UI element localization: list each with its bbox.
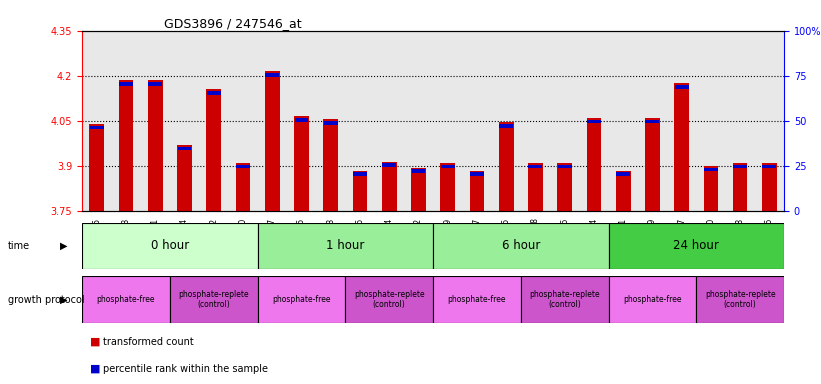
Bar: [148, 80, 163, 211]
Text: phosphate-free: phosphate-free: [623, 295, 681, 304]
Bar: [258, 223, 433, 269]
Bar: [674, 83, 689, 211]
Text: phosphate-replete
(control): phosphate-replete (control): [354, 290, 424, 309]
Text: 1 hour: 1 hour: [326, 239, 365, 252]
Bar: [645, 118, 660, 211]
Bar: [617, 172, 631, 176]
Bar: [89, 126, 103, 129]
Bar: [346, 276, 433, 323]
Bar: [733, 165, 747, 169]
Bar: [206, 89, 221, 211]
Bar: [440, 163, 455, 211]
Text: phosphate-free: phosphate-free: [273, 295, 331, 304]
Text: growth protocol: growth protocol: [8, 295, 85, 305]
Bar: [645, 120, 659, 123]
Bar: [382, 162, 397, 211]
Bar: [177, 145, 192, 211]
Bar: [608, 276, 696, 323]
Text: phosphate-free: phosphate-free: [97, 295, 155, 304]
Bar: [433, 223, 608, 269]
Text: transformed count: transformed count: [103, 337, 194, 347]
Bar: [557, 165, 571, 169]
Bar: [265, 73, 279, 77]
Bar: [529, 165, 543, 169]
Bar: [704, 168, 718, 172]
Text: 6 hour: 6 hour: [502, 239, 540, 252]
Text: time: time: [8, 241, 30, 251]
Bar: [441, 165, 455, 169]
Text: phosphate-replete
(control): phosphate-replete (control): [530, 290, 600, 309]
Text: percentile rank within the sample: percentile rank within the sample: [103, 364, 268, 374]
Text: phosphate-replete
(control): phosphate-replete (control): [178, 290, 249, 309]
Bar: [207, 91, 221, 95]
Bar: [763, 165, 777, 169]
Bar: [82, 223, 258, 269]
Bar: [265, 71, 279, 211]
Bar: [499, 124, 513, 128]
Bar: [696, 276, 784, 323]
Bar: [733, 163, 747, 211]
Bar: [353, 172, 367, 176]
Bar: [294, 116, 309, 211]
Text: GDS3896 / 247546_at: GDS3896 / 247546_at: [164, 17, 302, 30]
Bar: [236, 165, 250, 169]
Bar: [236, 163, 250, 211]
Bar: [675, 85, 689, 89]
Bar: [89, 124, 104, 211]
Bar: [149, 82, 163, 86]
Bar: [383, 163, 397, 167]
Bar: [608, 223, 784, 269]
Bar: [323, 119, 338, 211]
Text: ▶: ▶: [60, 241, 67, 251]
Bar: [762, 163, 777, 211]
Bar: [433, 276, 521, 323]
Bar: [528, 163, 543, 211]
Bar: [557, 163, 572, 211]
Text: phosphate-free: phosphate-free: [447, 295, 507, 304]
Bar: [119, 82, 133, 86]
Bar: [470, 170, 484, 211]
Bar: [119, 80, 133, 211]
Text: phosphate-replete
(control): phosphate-replete (control): [705, 290, 776, 309]
Bar: [411, 167, 426, 211]
Bar: [295, 118, 309, 122]
Bar: [616, 170, 631, 211]
Bar: [411, 169, 425, 173]
Bar: [177, 147, 191, 151]
Bar: [323, 121, 337, 125]
Bar: [704, 166, 718, 211]
Text: 0 hour: 0 hour: [151, 239, 189, 252]
Bar: [170, 276, 258, 323]
Text: ▶: ▶: [60, 295, 67, 305]
Bar: [353, 170, 367, 211]
Text: ■: ■: [90, 337, 101, 347]
Text: 24 hour: 24 hour: [673, 239, 719, 252]
Bar: [587, 118, 601, 211]
Bar: [470, 172, 484, 176]
Bar: [521, 276, 608, 323]
Bar: [499, 122, 513, 211]
Bar: [587, 120, 601, 123]
Text: ■: ■: [90, 364, 101, 374]
Bar: [258, 276, 346, 323]
Bar: [82, 276, 170, 323]
